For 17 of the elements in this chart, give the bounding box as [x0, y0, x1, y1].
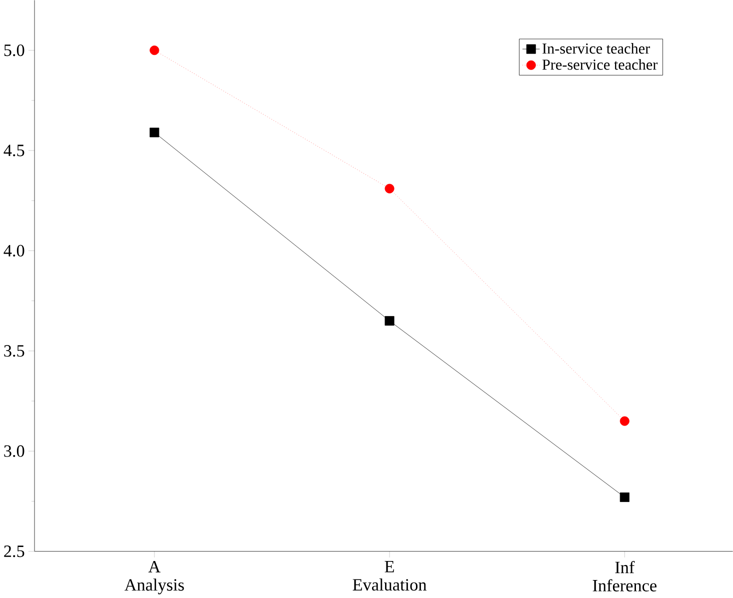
x-tick-label: E Evaluation	[352, 561, 427, 591]
y-tick-label: 2.5	[4, 546, 24, 558]
y-tick-label: 3.0	[4, 445, 24, 458]
y-tick-label: 4.0	[4, 245, 24, 257]
legend-label: Pre-service teacher	[542, 59, 658, 70]
y-tick-label: 4.5	[4, 144, 24, 156]
point	[150, 128, 160, 138]
point	[620, 416, 630, 426]
x-tick-label: Inf Inference	[592, 561, 656, 592]
legend-label: In-service teacher	[542, 43, 650, 54]
point	[384, 184, 394, 194]
point	[384, 316, 394, 326]
x-tick-label: A Analysis	[124, 561, 184, 594]
y-tick-label: 5.0	[4, 44, 24, 56]
point	[150, 46, 160, 56]
y-tick-label: 3.5	[4, 345, 24, 357]
point	[620, 492, 630, 502]
